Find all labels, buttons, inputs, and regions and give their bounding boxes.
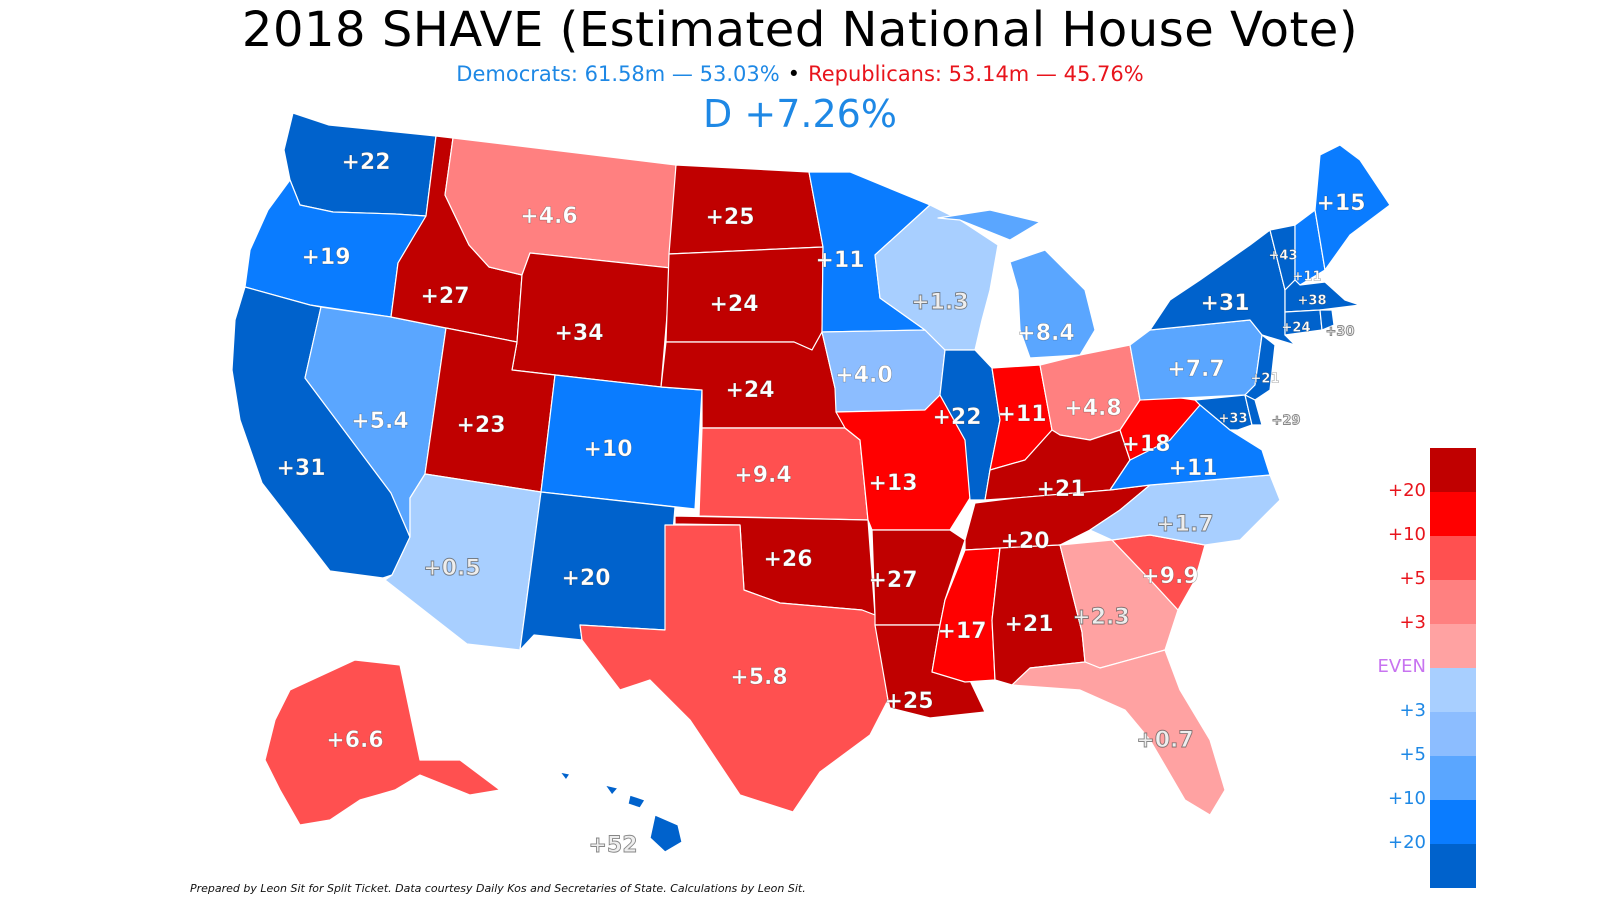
state-label-MO: +13 — [868, 471, 917, 496]
state-label-NJ: +21 — [1251, 372, 1280, 387]
state-label-IN: +11 — [997, 402, 1046, 427]
subtitle-separator: • — [787, 62, 801, 86]
state-label-NH: +11 — [1293, 270, 1322, 285]
state-label-VT: +43 — [1269, 249, 1298, 264]
vote-totals-subtitle: Democrats: 61.58m — 53.03% • Republicans: … — [0, 62, 1600, 86]
legend-swatch — [1430, 756, 1476, 800]
state-label-NV: +5.4 — [351, 409, 408, 434]
state-FL[interactable] — [1011, 649, 1226, 816]
state-label-CT: +24 — [1282, 321, 1311, 336]
state-label-AR: +27 — [868, 568, 917, 593]
state-label-TX: +5.8 — [730, 665, 787, 690]
legend-label: +3 — [1399, 700, 1426, 721]
state-label-KY: +21 — [1036, 477, 1085, 502]
state-label-WA: +22 — [341, 150, 390, 175]
national-margin: D +7.26% — [703, 92, 897, 136]
state-label-IL: +22 — [932, 405, 981, 430]
state-label-UT: +23 — [456, 413, 505, 438]
state-label-MN: +11 — [815, 248, 864, 273]
state-label-DE: +29 — [1272, 414, 1301, 429]
state-label-VA: +11 — [1168, 456, 1217, 481]
state-label-NM: +20 — [561, 566, 610, 591]
map-title: 2018 SHAVE (Estimated National House Vot… — [241, 2, 1359, 58]
state-TX[interactable] — [579, 524, 889, 813]
state-label-MI: +8.4 — [1017, 321, 1074, 346]
state-label-GA: +2.3 — [1072, 605, 1129, 630]
legend-swatch — [1430, 624, 1476, 668]
legend-swatch — [1430, 580, 1476, 624]
state-label-CA: +31 — [276, 456, 325, 481]
state-label-WV: +18 — [1121, 432, 1170, 457]
legend-swatch — [1430, 448, 1476, 492]
democrats-total: Democrats: 61.58m — 53.03% — [456, 62, 780, 86]
republicans-total: Republicans: 53.14m — 45.76% — [808, 62, 1144, 86]
state-label-NC: +1.7 — [1156, 512, 1213, 537]
legend-swatch — [1430, 844, 1476, 888]
state-WY[interactable] — [511, 252, 672, 388]
state-WI[interactable] — [874, 204, 999, 351]
state-label-AZ: +0.5 — [423, 556, 480, 581]
legend-label: +3 — [1399, 612, 1426, 633]
state-label-MA: +38 — [1298, 294, 1327, 309]
legend-label: +5 — [1399, 568, 1426, 589]
legend-label: +10 — [1388, 788, 1426, 809]
legend-label: +5 — [1399, 744, 1426, 765]
state-label-AL: +21 — [1004, 612, 1053, 637]
state-label-OR: +19 — [301, 245, 350, 270]
state-CO[interactable] — [540, 374, 703, 510]
state-label-WI: +1.3 — [911, 290, 968, 315]
legend-swatch — [1430, 492, 1476, 536]
state-label-ND: +25 — [705, 205, 754, 230]
state-label-WY: +34 — [554, 321, 603, 346]
source-footnote: Prepared by Leon Sit for Split Ticket. D… — [190, 882, 806, 895]
state-label-RI: +30 — [1326, 325, 1355, 340]
state-label-LA: +25 — [884, 689, 933, 714]
state-label-OK: +26 — [763, 547, 812, 572]
state-label-AK: +6.6 — [326, 728, 383, 753]
state-label-FL: +0.7 — [1136, 728, 1193, 753]
state-RI[interactable] — [1319, 309, 1335, 331]
state-NH[interactable] — [1294, 209, 1326, 286]
state-label-CO: +10 — [583, 437, 632, 462]
state-label-MD: +33 — [1219, 412, 1248, 427]
state-label-NE: +24 — [725, 378, 774, 403]
state-label-OH: +4.8 — [1064, 396, 1121, 421]
legend-label: +20 — [1388, 480, 1426, 501]
states-layer — [231, 112, 1391, 853]
legend-swatch — [1430, 800, 1476, 844]
state-DE[interactable] — [1244, 394, 1263, 426]
state-AK[interactable] — [264, 659, 501, 826]
state-labels-layer: +22 +19 +31 +5.4 +27 +4.6 +34 +23 +0.5 +… — [276, 150, 1366, 859]
color-scale-legend — [1430, 448, 1476, 888]
state-label-HI: +52 — [588, 833, 637, 858]
state-label-ID: +27 — [420, 284, 469, 309]
legend-swatch — [1430, 668, 1476, 712]
state-label-SC: +9.9 — [1141, 564, 1198, 589]
legend-label: EVEN — [1377, 656, 1426, 677]
state-HI[interactable] — [559, 771, 683, 853]
state-ME[interactable] — [1314, 144, 1391, 271]
legend-label: +10 — [1388, 524, 1426, 545]
legend-label: +20 — [1388, 832, 1426, 853]
state-label-ME: +15 — [1316, 191, 1365, 216]
state-label-MS: +17 — [937, 619, 986, 644]
state-label-IA: +4.0 — [835, 363, 892, 388]
state-label-KS: +9.4 — [734, 463, 791, 488]
legend-swatch — [1430, 712, 1476, 756]
state-label-PA: +7.7 — [1167, 357, 1224, 382]
state-label-NY: +31 — [1200, 291, 1249, 316]
legend-swatch — [1430, 536, 1476, 580]
state-label-TN: +20 — [1000, 529, 1049, 554]
state-label-MT: +4.6 — [520, 204, 577, 229]
state-label-SD: +24 — [709, 292, 758, 317]
